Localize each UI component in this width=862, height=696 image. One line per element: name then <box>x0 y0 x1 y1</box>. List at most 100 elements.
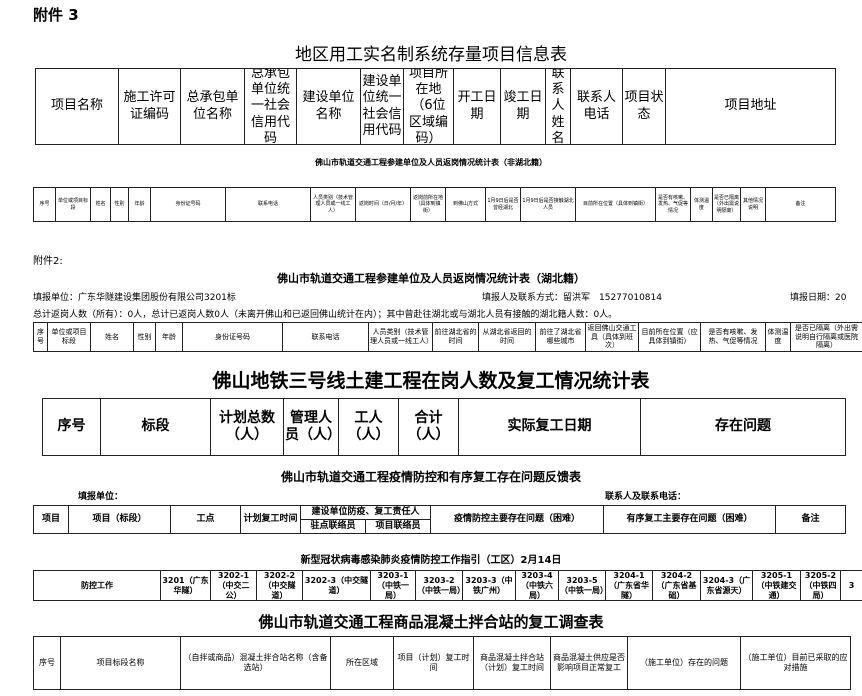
header-cell: 是否已隔离（外出需说明自行隔离或医院隔离） <box>790 322 862 352</box>
header-cell: 3202-3（中交隧道） <box>302 570 371 601</box>
header-cell: 建设单位名称 <box>296 68 361 145</box>
text: 附件 3 <box>33 6 79 24</box>
text: 总计返岗人数（所有）：0人，总计已返岗人数0人（未离开佛山和已返回佛山统计在内）… <box>33 310 618 320</box>
header-cell: （施工单位）存在的问题 <box>627 636 741 690</box>
header-cell: 人员类别（技术管理人员或一线工人） <box>368 322 433 352</box>
header-cell: 项目状态 <box>622 68 666 145</box>
header-cell: 3203-1（中铁一局） <box>370 570 416 601</box>
table-title: 新型冠状病毒感染肺炎疫情防控工作指引（工区）2月14日 <box>300 555 562 566</box>
table-title: 佛山市轨道交通工程疫情防控和有序复工存在问题反馈表 <box>280 470 581 484</box>
header-cell: 项目（标段） <box>68 505 171 534</box>
header-cell: 身份证号码 <box>150 187 226 222</box>
header-cell: 返岗时间（日/月/年） <box>355 187 411 222</box>
text: 填报单位： <box>78 492 124 502</box>
header-cell: 备注 <box>765 187 836 222</box>
header-cell: 单位或项目标段 <box>47 322 91 352</box>
header-cell: 1月9日后是否接触湖北人员 <box>520 187 576 222</box>
header-cell: 3 <box>840 570 862 601</box>
header-cell: 总承包单位名称 <box>180 68 245 145</box>
header-cell: 到佛山方式 <box>445 187 486 222</box>
header-cell: 有序复工主要存在问题（困难） <box>603 505 776 534</box>
header-cell: 3203-3（中铁广州） <box>462 570 516 601</box>
header-cell: 疫情防控主要存在问题（困难） <box>430 505 604 534</box>
header-cell: 建设单位防疫、复工责任人 <box>300 505 431 520</box>
header-cell: 3203-2（中铁一局） <box>415 570 463 601</box>
header-cell: 防控工作 <box>33 570 161 601</box>
header-cell: 项目（计划）复工时间 <box>393 636 474 690</box>
header-cell: 3204-2（广东省基础） <box>652 570 701 601</box>
header-cell: 计划总数（人） <box>210 398 284 456</box>
header-cell: 合计（人） <box>398 398 459 456</box>
header-cell: 1月9日后是否曾经湖北 <box>485 187 521 222</box>
table-title: 佛山地铁三号线土建工程在岗人数及复工情况统计表 <box>212 370 650 392</box>
header-cell: 序号 <box>42 398 101 456</box>
header-cell: 施工许可证编码 <box>118 68 181 145</box>
header-cell: 姓名 <box>90 322 134 352</box>
header-cell: 实际复工日期 <box>458 398 641 456</box>
header-cell: 开工日期 <box>453 68 501 145</box>
table-title: 地区用工实名制系统存量项目信息表 <box>295 45 567 65</box>
header-cell: 目前所在位置（应具体到镇街） <box>638 322 701 352</box>
header-cell: 3205-1（中铁建交通） <box>752 570 801 601</box>
header-cell: 3202-1（中交二公） <box>210 570 257 601</box>
header-cell: 返岗前所在地（具体到镇街） <box>410 187 446 222</box>
header-cell: 是否有咳嗽、发热、气促等情况 <box>655 187 691 222</box>
header-cell: 性别 <box>133 322 156 352</box>
header-cell: 从湖北省返回的时间 <box>478 322 536 352</box>
header-cell: （施工单位）目前已采取的应对措施 <box>740 636 851 690</box>
header-cell: 序号 <box>33 187 56 222</box>
text: 联系人及联系电话： <box>605 492 687 502</box>
header-cell: 总承包单位统一社会信用代码 <box>244 68 297 145</box>
header-cell: 体测温度 <box>765 322 791 352</box>
header-cell: 联系电话 <box>225 187 311 222</box>
header-cell: 年龄 <box>155 322 183 352</box>
header-cell: 是否已隔离（外出需说明隔离） <box>712 187 741 222</box>
header-cell: 性别 <box>110 187 129 222</box>
header-cell: 姓名 <box>90 187 111 222</box>
header-cell: 目前所在位置（具体到镇街） <box>575 187 656 222</box>
header-cell: 3202-2（中交隧道） <box>256 570 303 601</box>
header-cell: 工人（人） <box>338 398 399 456</box>
header-cell: 3201（广东华隧） <box>160 570 211 601</box>
header-cell: 项目地址 <box>665 68 836 145</box>
header-cell: 是否有咳嗽、发热、气促等情况 <box>700 322 766 352</box>
header-cell: 前往了湖北省哪些城市 <box>535 322 586 352</box>
header-cell: 其他情况说明 <box>740 187 766 222</box>
header-cell: 商品混凝土拌合站（计划）复工时间 <box>473 636 551 690</box>
header-cell: 项目名称 <box>35 68 119 145</box>
header-cell: 3204-1（广东省华隧） <box>605 570 653 601</box>
header-cell: 单位或项目标段 <box>55 187 91 222</box>
header-cell: 竣工日期 <box>500 68 546 145</box>
header-cell: 工点 <box>170 505 241 534</box>
header-cell: 项目所在地（6位区域编码） <box>403 68 454 145</box>
header-cell: 项目标段名称 <box>60 636 181 690</box>
header-cell: 3205-2（中铁四局） <box>800 570 841 601</box>
table-title: 佛山市轨道交通工程参建单位及人员返岗情况统计表（非湖北籍） <box>315 158 547 167</box>
header-cell: 备注 <box>775 505 846 534</box>
header-cell: 3204-3（广东省源天） <box>700 570 753 601</box>
header-cell: 项目联络员 <box>365 519 431 534</box>
table-title: 佛山市轨道交通工程参建单位及人员返岗情况统计表（湖北籍） <box>277 272 585 285</box>
header-cell: 3203-5（中铁一局） <box>558 570 606 601</box>
header-cell: 商品混凝土供应是否影响项目正常复工 <box>550 636 628 690</box>
header-cell: 联系人姓名 <box>545 68 571 145</box>
header-cell: 存在问题 <box>640 398 846 456</box>
header-cell: 计划复工时间 <box>240 505 301 534</box>
header-cell: （自拌或商品）混凝土拌合站名称（含备选站） <box>180 636 331 690</box>
header-cell: 身份证号码 <box>182 322 283 352</box>
header-cell: 返回佛山交通工具（具体到班次） <box>585 322 639 352</box>
text: 附件2: <box>33 256 63 267</box>
header-cell: 所在区域 <box>330 636 394 690</box>
header-cell: 联系电话 <box>282 322 369 352</box>
header-cell: 项目 <box>33 505 69 534</box>
text: 填报日期：20 <box>790 293 847 303</box>
header-cell: 序号 <box>33 636 61 690</box>
header-cell: 人员类别（技术管理人员或一线工人） <box>310 187 356 222</box>
table-title: 佛山市轨道交通工程商品混凝土拌合站的复工调查表 <box>258 613 604 631</box>
header-cell: 前往湖北省的时间 <box>432 322 479 352</box>
header-cell: 建设单位统一社会信用代码 <box>360 68 404 145</box>
header-cell: 驻点联络员 <box>300 519 366 534</box>
text: 填报单位：广东华隧建设集团股份有限公司3201标 <box>33 293 236 303</box>
header-cell: 体测温度 <box>690 187 713 222</box>
